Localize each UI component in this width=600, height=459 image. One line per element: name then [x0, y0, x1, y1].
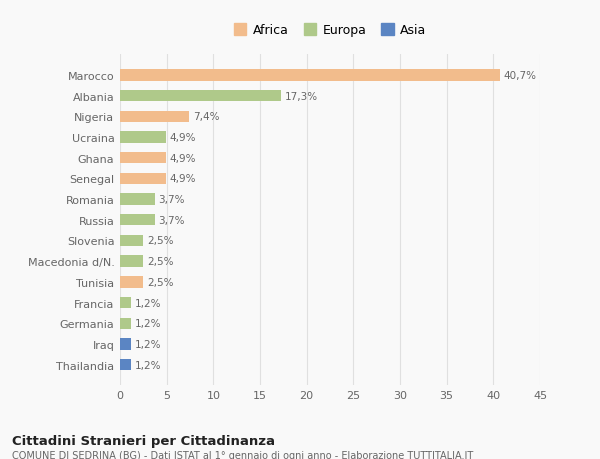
Bar	[120, 91, 281, 102]
Text: 40,7%: 40,7%	[503, 71, 536, 81]
Bar	[120, 339, 131, 350]
Legend: Africa, Europa, Asia: Africa, Europa, Asia	[232, 22, 428, 39]
Text: Cittadini Stranieri per Cittadinanza: Cittadini Stranieri per Cittadinanza	[12, 434, 275, 447]
Text: 1,2%: 1,2%	[135, 339, 161, 349]
Text: 2,5%: 2,5%	[147, 277, 173, 287]
Text: COMUNE DI SEDRINA (BG) - Dati ISTAT al 1° gennaio di ogni anno - Elaborazione TU: COMUNE DI SEDRINA (BG) - Dati ISTAT al 1…	[12, 450, 473, 459]
Text: 1,2%: 1,2%	[135, 319, 161, 329]
Bar	[120, 277, 143, 288]
Text: 3,7%: 3,7%	[158, 195, 185, 205]
Text: 7,4%: 7,4%	[193, 112, 220, 122]
Bar	[120, 215, 155, 226]
Text: 4,9%: 4,9%	[169, 133, 196, 143]
Bar	[120, 174, 166, 185]
Bar	[120, 256, 143, 267]
Text: 1,2%: 1,2%	[135, 360, 161, 370]
Text: 4,9%: 4,9%	[169, 174, 196, 184]
Text: 3,7%: 3,7%	[158, 215, 185, 225]
Bar	[120, 112, 189, 123]
Text: 17,3%: 17,3%	[285, 91, 319, 101]
Bar	[120, 70, 500, 81]
Bar	[120, 194, 155, 205]
Text: 2,5%: 2,5%	[147, 236, 173, 246]
Text: 1,2%: 1,2%	[135, 298, 161, 308]
Bar	[120, 359, 131, 370]
Bar	[120, 318, 131, 329]
Bar	[120, 297, 131, 308]
Bar	[120, 132, 166, 143]
Bar	[120, 153, 166, 164]
Bar	[120, 235, 143, 246]
Text: 4,9%: 4,9%	[169, 153, 196, 163]
Text: 2,5%: 2,5%	[147, 257, 173, 267]
